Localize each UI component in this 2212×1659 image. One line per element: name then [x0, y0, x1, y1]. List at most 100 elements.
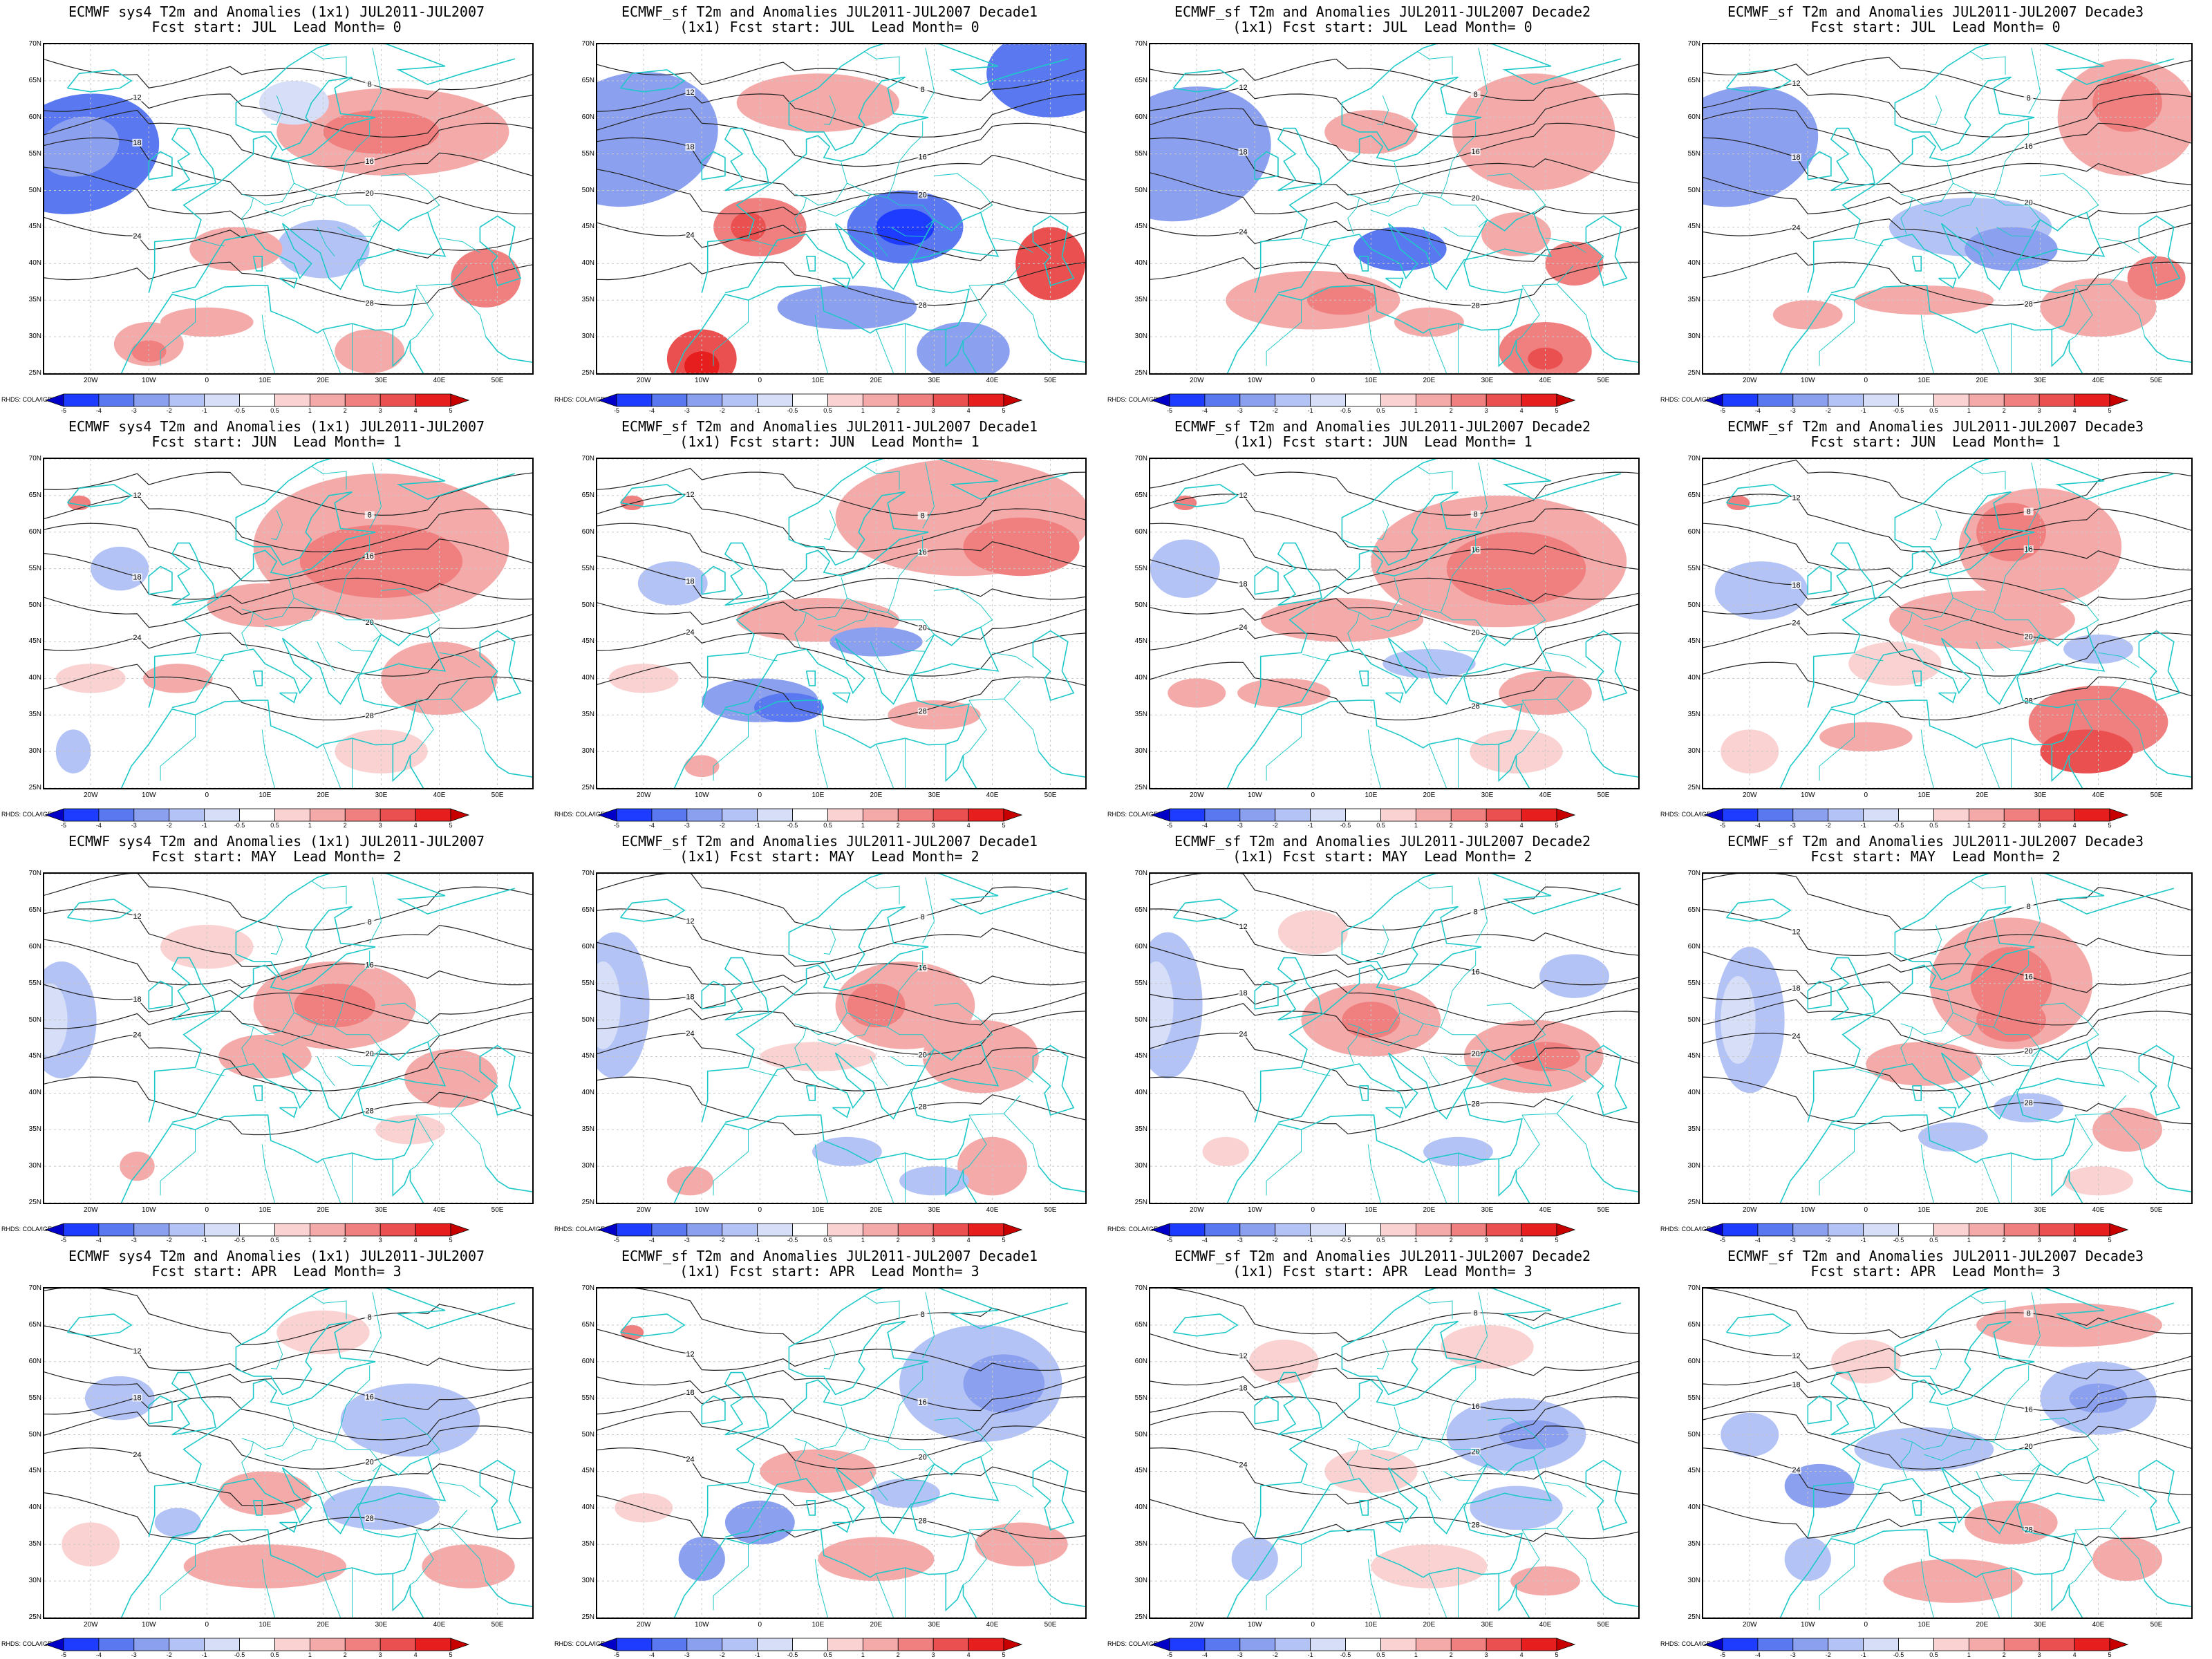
country-border — [1953, 597, 2006, 621]
coastline — [2051, 1159, 2083, 1203]
colorbar-swatch — [1863, 808, 1899, 822]
isotherm-contour — [1150, 1367, 1638, 1412]
lat-tick-label: 65N — [1134, 491, 1147, 499]
country-border — [1929, 95, 1942, 125]
lon-tick-label: 50E — [2150, 1621, 2163, 1629]
contour-label: 20 — [919, 191, 927, 199]
country-border — [794, 162, 847, 206]
colorbar-swatch — [1239, 393, 1276, 407]
colorbar-swatch — [379, 1638, 416, 1651]
colorbar-wrap — [1702, 807, 2130, 823]
lon-tick-label: 30E — [2034, 377, 2047, 384]
coastline — [724, 542, 769, 606]
lat-tick-label: 50N — [1134, 1430, 1147, 1438]
lat-tick-label: 70N — [1134, 40, 1147, 48]
coastline — [1807, 151, 1832, 180]
country-border — [847, 1427, 900, 1450]
colorbar-swatch — [616, 1223, 653, 1237]
colorbar-swatch — [1239, 1638, 1276, 1651]
map-panel: ECMWF_sf T2m and Anomalies JUL2011-JUL20… — [1106, 1244, 1659, 1659]
colorbar-swatch — [968, 393, 1004, 407]
lat-tick-label: 25N — [1134, 1199, 1147, 1206]
colorbar-tick-label: 1 — [861, 1237, 865, 1244]
colorbar-tick-label: -2 — [1825, 407, 1831, 414]
colorbar-tick-label: -0.5 — [787, 1651, 798, 1658]
lat-tick-label: 35N — [581, 1540, 594, 1548]
country-border — [261, 315, 275, 373]
country-border — [864, 881, 900, 905]
lon-tick-label: 10E — [259, 791, 272, 799]
colorbar-tick-label: -2 — [166, 822, 172, 829]
lat-tick-label: 25N — [28, 369, 41, 377]
coastline — [1277, 127, 1322, 191]
colorbar-tick-label: 0.5 — [823, 1237, 832, 1244]
colorbar-tick-label: -5 — [1719, 407, 1725, 414]
panel-subtitle: (1x1) Fcst start: MAY Lead Month= 2 — [679, 848, 980, 865]
lat-tick-label: 55N — [1134, 979, 1147, 987]
country-border — [2109, 698, 2146, 752]
colorbar-swatch — [1722, 393, 1759, 407]
colorbar-swatch — [274, 808, 310, 822]
colorbar-tick-label: 5 — [1002, 407, 1006, 414]
country-border — [818, 194, 871, 217]
colorbar-tick-label: 5 — [2108, 1651, 2112, 1658]
lat-tick-label: 40N — [1134, 1089, 1147, 1097]
coastline — [832, 1521, 851, 1533]
anomaly-blob — [899, 1166, 969, 1196]
lat-tick-label: 70N — [28, 1284, 41, 1292]
colorbar-tick-label: -4 — [648, 1651, 655, 1658]
country-border — [1423, 1056, 1441, 1087]
colorbar-tick-label: -5 — [613, 1237, 619, 1244]
lat-tick-label: 50N — [581, 186, 594, 194]
lat-tick-label: 30N — [581, 1577, 594, 1585]
coastline — [1385, 277, 1404, 289]
lon-tick-label: 20W — [83, 377, 98, 384]
lon-tick-label: 20E — [317, 1621, 330, 1629]
lon-tick-label: 0 — [1864, 1206, 1868, 1214]
isotherm-contour — [1703, 494, 2191, 552]
isotherm-contour — [44, 1447, 532, 1506]
country-border — [1443, 1056, 1479, 1067]
contour-label: 16 — [2025, 142, 2033, 151]
country-border — [334, 121, 371, 198]
contour-label: 20 — [1472, 1448, 1480, 1456]
colorbar-swatch — [1933, 1638, 1969, 1651]
lon-tick-label: 0 — [758, 1206, 762, 1214]
country-border — [794, 612, 807, 650]
anomaly-map: 8 12 16 18 20 24 28 — [1702, 1287, 2193, 1619]
contour-label: 18 — [133, 573, 141, 581]
country-border — [875, 1159, 894, 1203]
lat-tick-label: 60N — [1687, 1357, 1700, 1365]
colorbar-swatch — [309, 393, 346, 407]
colorbar-swatch — [1703, 808, 1723, 822]
anomaly-blob — [1202, 1136, 1249, 1167]
lat-tick-label: 65N — [581, 76, 594, 84]
country-border — [1993, 121, 2030, 198]
coastline — [1911, 671, 1922, 686]
colorbar-tick-label: 0.5 — [270, 822, 279, 829]
country-border — [899, 1449, 935, 1472]
contour-label: 24 — [133, 1031, 141, 1040]
country-border — [410, 700, 434, 756]
colorbar-tick-label: 0.5 — [823, 822, 832, 829]
colorbar-swatch — [651, 393, 688, 407]
country-border — [1440, 536, 1477, 613]
anomaly-blob — [1976, 1303, 2162, 1347]
colorbar-swatch — [651, 1223, 688, 1237]
coastline — [619, 484, 686, 507]
country-border — [963, 1529, 987, 1585]
isotherm-contour — [1150, 1032, 1638, 1091]
colorbar-swatch — [1485, 1638, 1522, 1651]
contour-label: 8 — [368, 1313, 372, 1322]
colorbar-tick-label: 2 — [1449, 822, 1453, 829]
coastline — [485, 1580, 532, 1607]
coastline — [724, 127, 769, 191]
lat-tick-label: 65N — [28, 1320, 41, 1329]
anomaly-blob — [1976, 503, 2046, 562]
colorbar-swatch — [757, 393, 793, 407]
contour-label: 16 — [366, 158, 374, 166]
coastline — [1358, 256, 1369, 272]
colorbar-tick-label: 0.5 — [1929, 1237, 1938, 1244]
country-border — [241, 1441, 254, 1479]
